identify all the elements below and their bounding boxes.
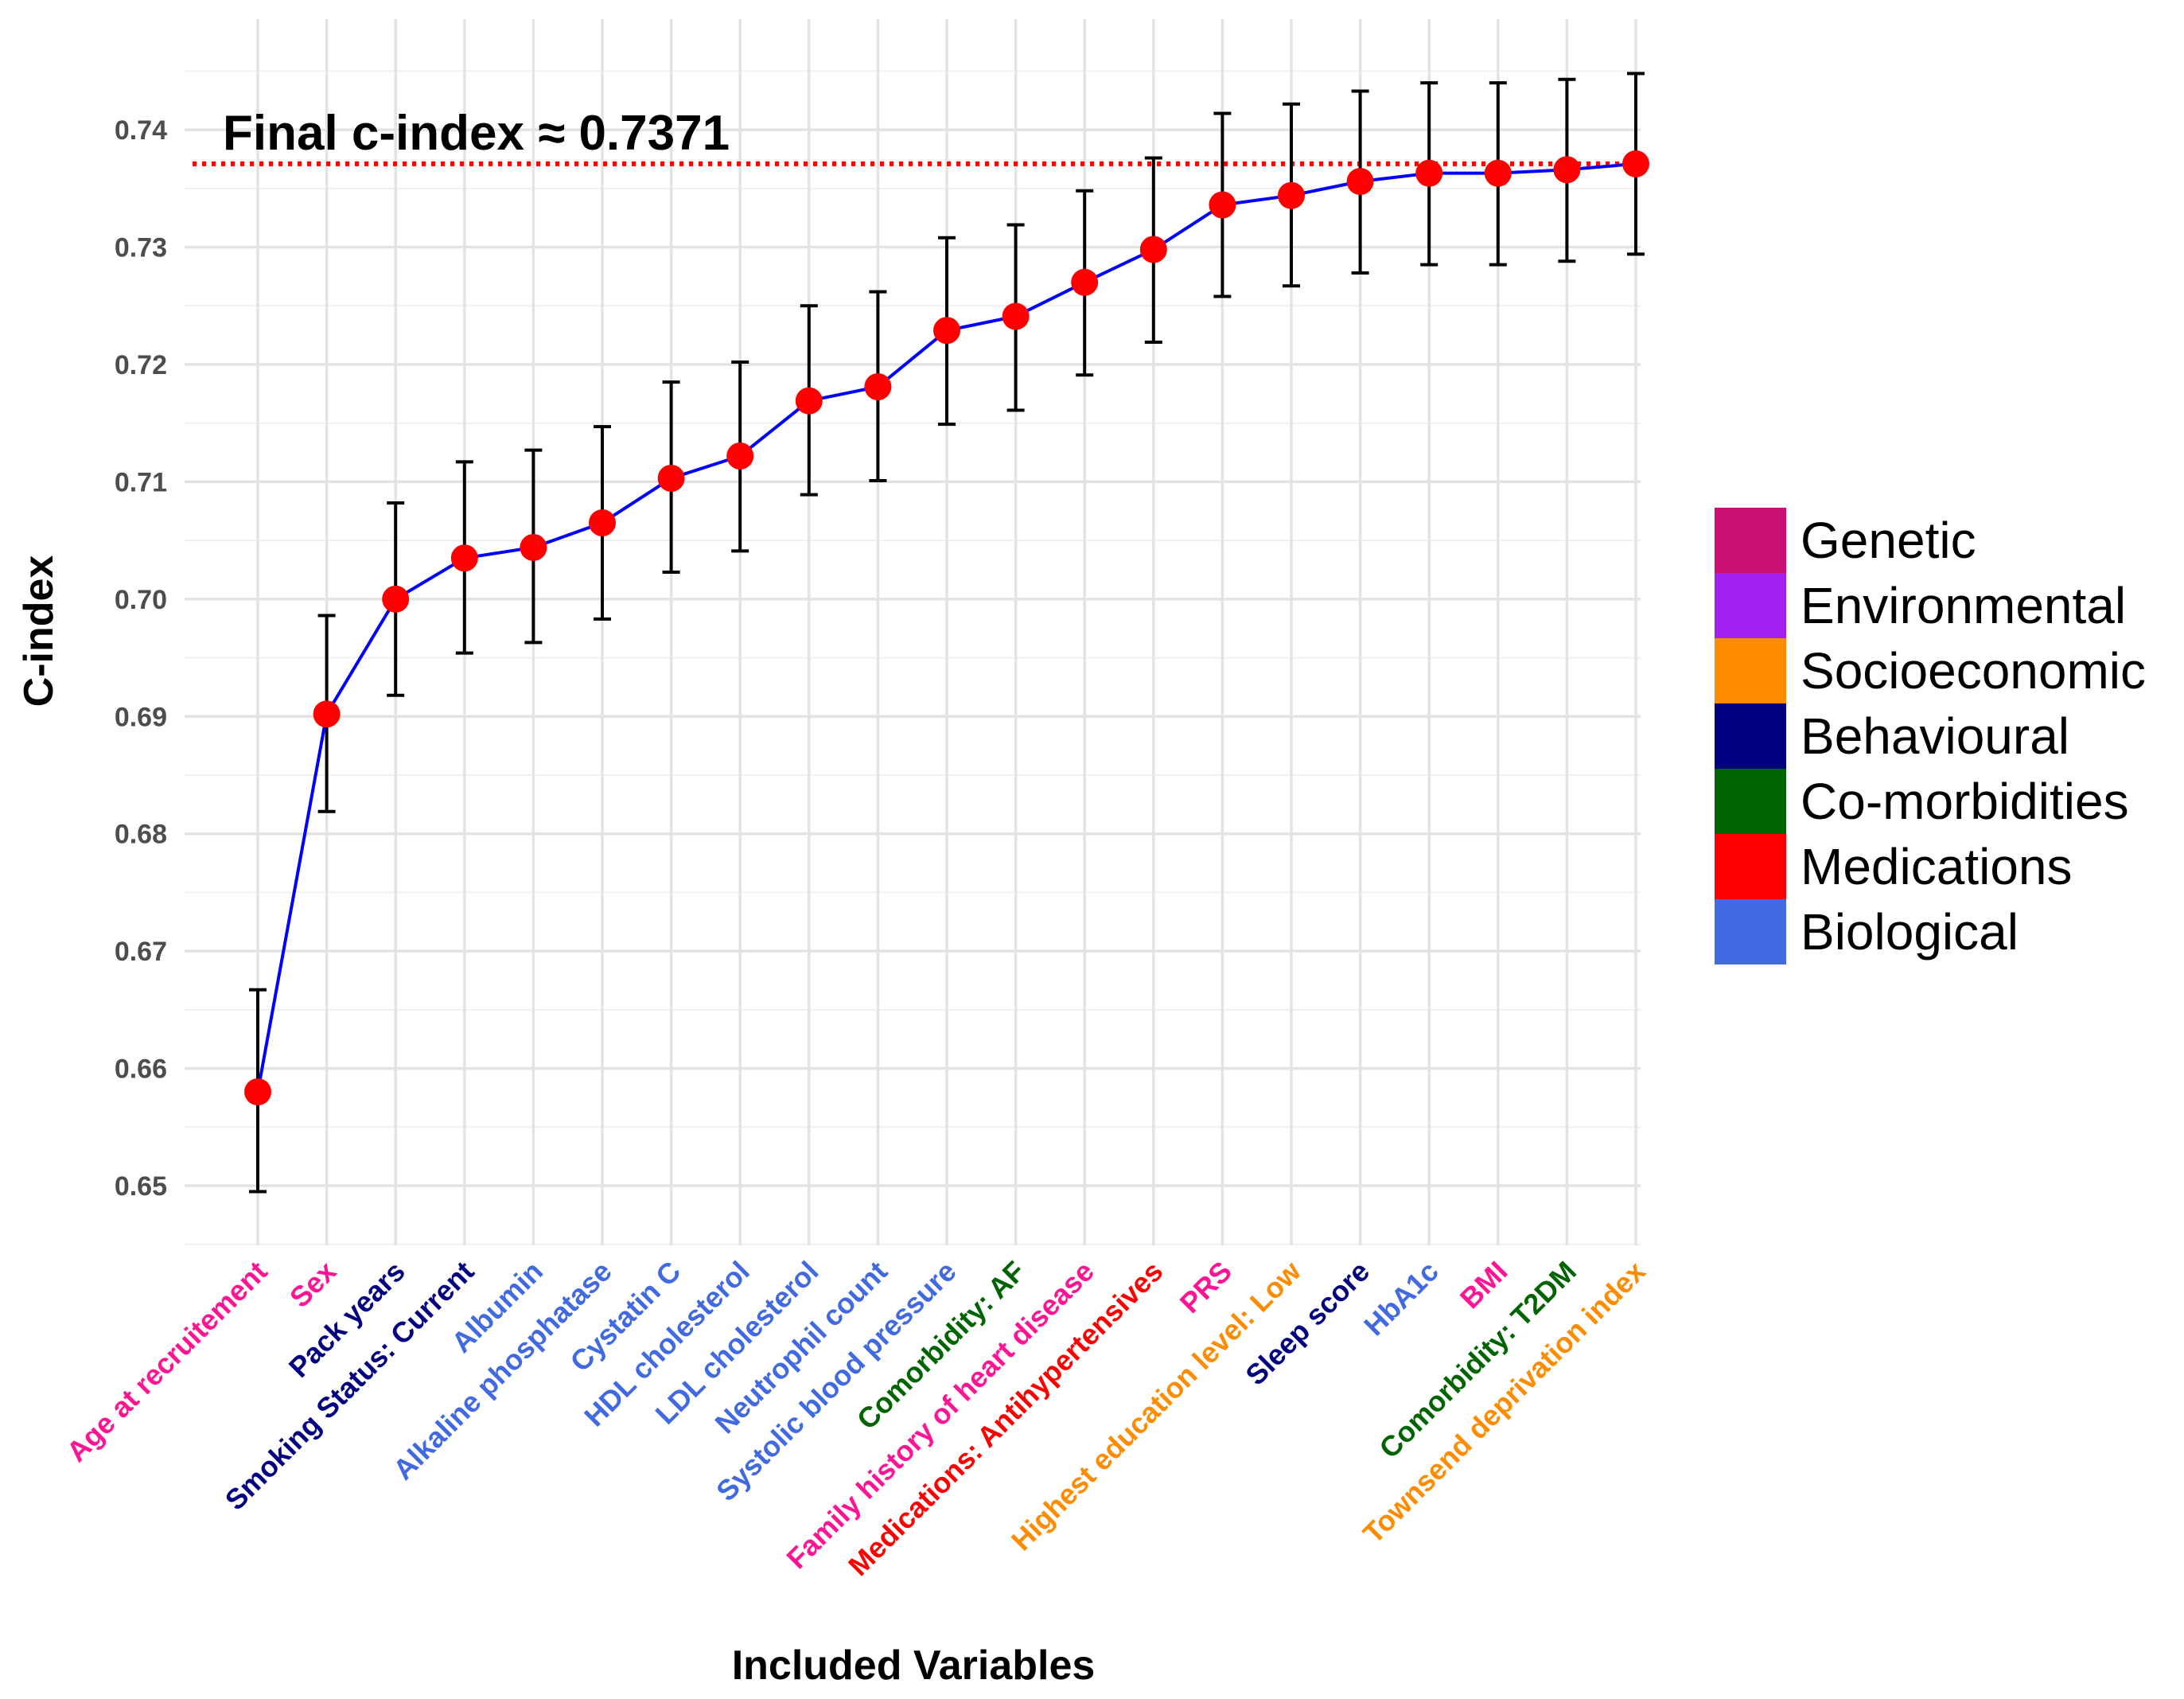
data-point — [382, 585, 410, 613]
data-point — [1071, 268, 1099, 296]
data-point — [450, 544, 478, 572]
final-c-index-annotation: Final c-index ≈ 0.7371 — [223, 106, 730, 161]
legend-item: Socioeconomic — [1715, 638, 2146, 703]
data-point — [1346, 167, 1374, 195]
data-point — [1002, 302, 1030, 330]
legend-label: Biological — [1801, 903, 2019, 961]
x-tick-label: Age at recruitement — [60, 1255, 274, 1468]
y-tick-label: 0.66 — [115, 1054, 167, 1085]
legend-key — [1715, 834, 1786, 899]
legend-key — [1715, 638, 1786, 703]
y-tick-label: 0.68 — [115, 820, 167, 850]
data-point — [795, 387, 823, 415]
legend-label: Medications — [1801, 838, 2073, 895]
legend-key — [1715, 508, 1786, 573]
legend: Genetic Environmental Socioeconomic Behavio… — [1715, 508, 2146, 964]
y-tick-label: 0.74 — [115, 115, 167, 146]
legend-item: Biological — [1715, 899, 2019, 964]
y-tick-label: 0.67 — [115, 937, 167, 967]
y-tick-label: 0.73 — [115, 233, 167, 263]
data-point — [520, 533, 547, 561]
data-point — [1484, 159, 1512, 187]
legend-label: Behavioural — [1801, 707, 2069, 765]
legend-label: Environmental — [1801, 577, 2126, 634]
legend-item: Medications — [1715, 834, 2073, 899]
data-point — [1553, 156, 1581, 184]
data-point — [1622, 150, 1649, 177]
data-point — [1278, 181, 1305, 209]
legend-key — [1715, 703, 1786, 769]
y-axis-title: C-index — [16, 555, 62, 707]
legend-label: Co-morbidities — [1801, 773, 2129, 830]
data-point — [589, 509, 616, 537]
legend-item: Behavioural — [1715, 703, 2069, 769]
data-point — [1209, 191, 1236, 219]
legend-item: Environmental — [1715, 573, 2126, 638]
legend-label: Socioeconomic — [1801, 642, 2146, 699]
data-point — [726, 442, 754, 470]
y-tick-label: 0.65 — [115, 1171, 167, 1202]
legend-key — [1715, 769, 1786, 834]
y-axis-tick-labels: 0.65 0.66 0.67 0.68 0.69 0.70 0.71 0.72 0.73 0.74 — [115, 115, 167, 1202]
legend-item: Genetic — [1715, 508, 1976, 573]
y-tick-label: 0.72 — [115, 350, 167, 380]
data-point — [657, 464, 685, 492]
x-tick-label: HbA1c — [1357, 1255, 1445, 1342]
x-tick-label: BMI — [1454, 1255, 1514, 1315]
data-point — [244, 1078, 271, 1106]
legend-label: Genetic — [1801, 512, 1976, 569]
x-tick-label: Sex — [283, 1255, 342, 1314]
y-tick-label: 0.69 — [115, 702, 167, 732]
data-point — [933, 317, 960, 345]
legend-key — [1715, 573, 1786, 638]
data-points — [244, 150, 1649, 1106]
data-point — [1139, 236, 1167, 263]
data-point — [864, 373, 892, 401]
y-tick-label: 0.71 — [115, 467, 167, 497]
data-point — [1415, 159, 1443, 187]
data-point — [313, 700, 341, 728]
y-tick-label: 0.70 — [115, 585, 167, 615]
x-axis-title: Included Variables — [732, 1642, 1096, 1689]
grid-lines — [185, 19, 1641, 1245]
legend-item: Co-morbidities — [1715, 769, 2129, 834]
legend-key — [1715, 899, 1786, 964]
